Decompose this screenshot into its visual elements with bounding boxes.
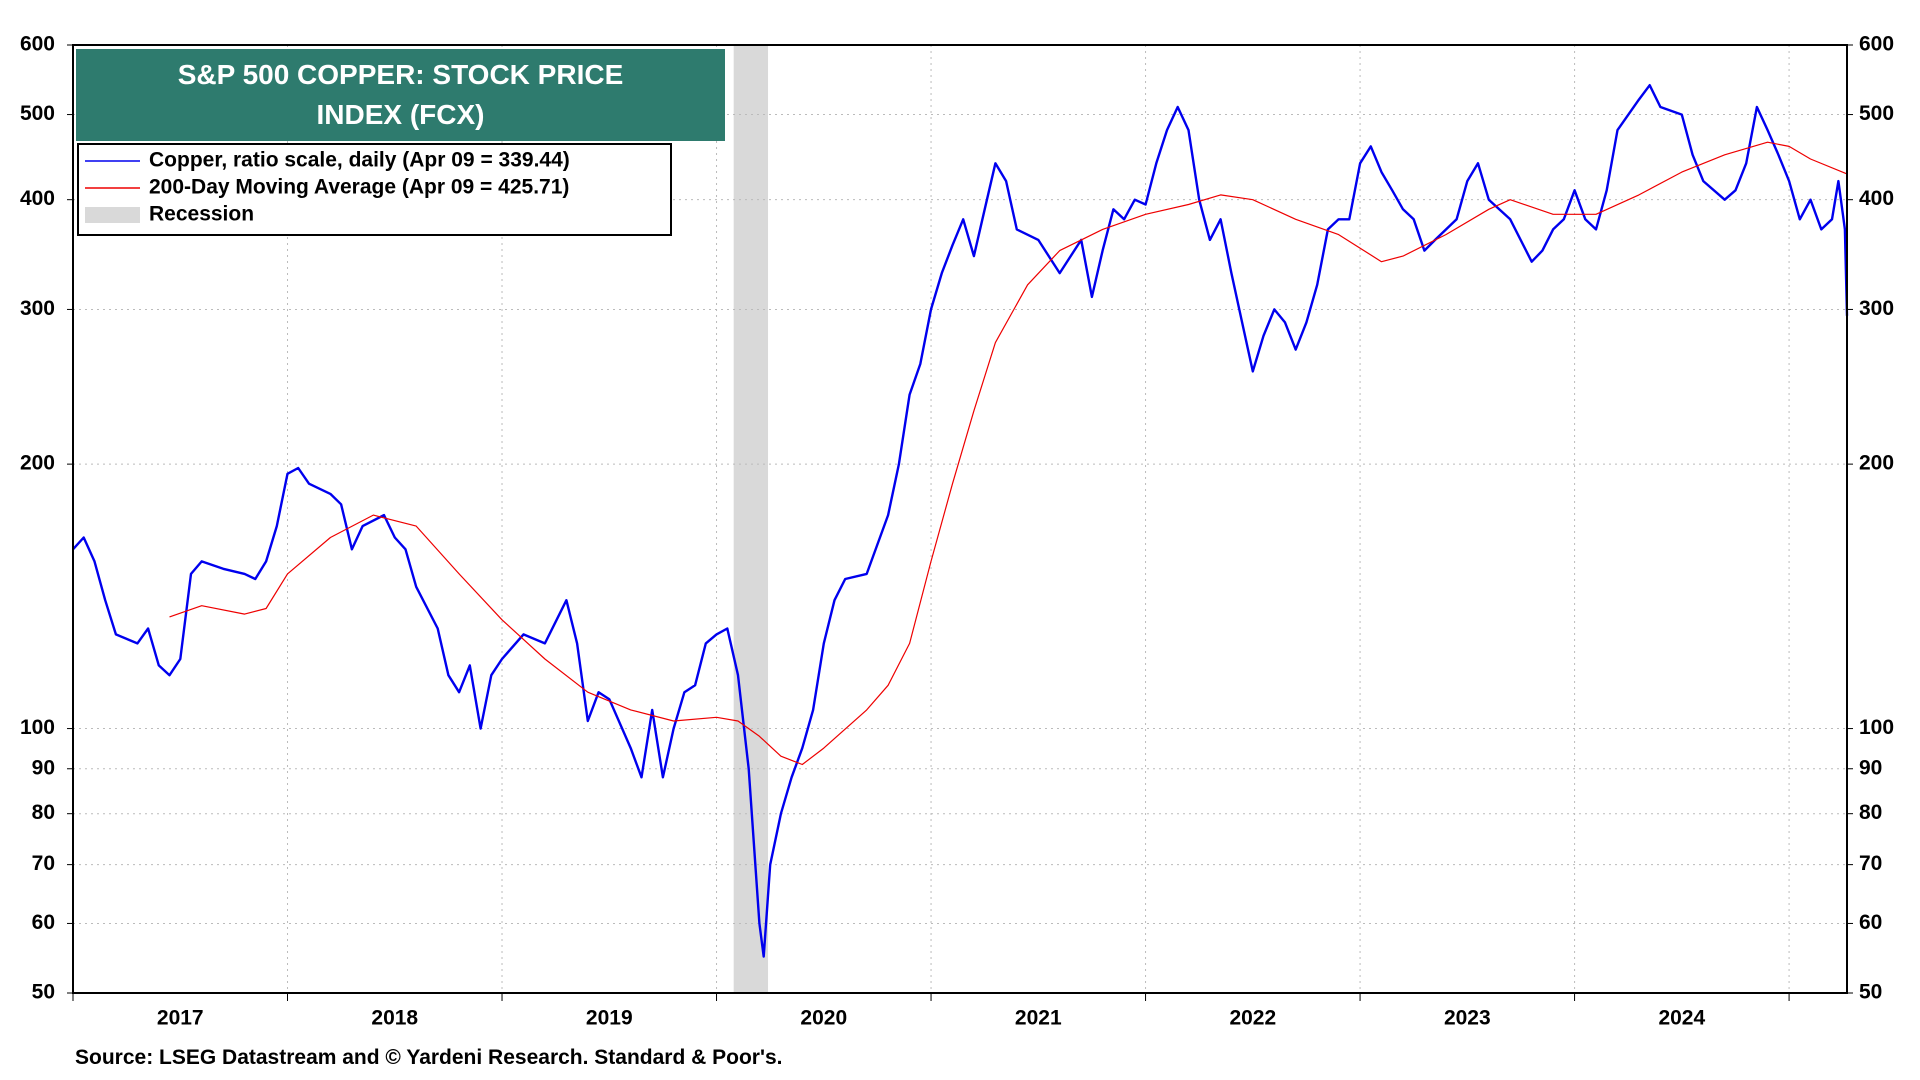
x-tick-label: 2024 — [1658, 1007, 1705, 1030]
plot-frame — [72, 44, 1848, 994]
y-tick-label: 500 — [20, 102, 55, 125]
recession-band — [733, 45, 769, 993]
y2-tick-label: 80 — [1859, 801, 1882, 824]
y-tick-label: 400 — [20, 187, 55, 210]
legend-box — [77, 143, 672, 236]
x-tick-label: 2023 — [1444, 1007, 1491, 1030]
x-tick-label: 2017 — [157, 1007, 204, 1030]
y2-tick-label: 90 — [1859, 756, 1882, 779]
y-tick-label: 60 — [32, 911, 55, 934]
x-tick-label: 2021 — [1015, 1007, 1062, 1030]
y2-tick-label: 70 — [1859, 852, 1882, 875]
series-line — [72, 84, 1849, 958]
y2-tick-label: 60 — [1859, 911, 1882, 934]
x-tick-label: 2020 — [800, 1007, 847, 1030]
y-tick-label: 80 — [32, 801, 55, 824]
y2-tick-label: 300 — [1859, 297, 1894, 320]
y-tick-label: 300 — [20, 297, 55, 320]
y2-tick-label: 600 — [1859, 33, 1894, 56]
legend-swatch — [85, 207, 140, 223]
source-note: Source: LSEG Datastream and © Yardeni Re… — [75, 1046, 783, 1069]
y2-tick-label: 500 — [1859, 102, 1894, 125]
chart-title: S&P 500 COPPER: STOCK PRICE INDEX (FCX) — [76, 49, 725, 141]
y-tick-label: 600 — [20, 33, 55, 56]
y2-tick-label: 50 — [1859, 981, 1882, 1004]
series-line — [169, 141, 1848, 766]
y2-tick-label: 100 — [1859, 716, 1894, 739]
y-tick-label: 200 — [20, 452, 55, 475]
y-tick-label: 100 — [20, 716, 55, 739]
y2-tick-label: 400 — [1859, 187, 1894, 210]
legend-label: Copper, ratio scale, daily (Apr 09 = 339… — [149, 149, 570, 172]
legend-label: 200-Day Moving Average (Apr 09 = 425.71) — [149, 176, 569, 199]
y2-tick-label: 200 — [1859, 452, 1894, 475]
y-tick-label: 50 — [32, 981, 55, 1004]
x-tick-label: 2018 — [371, 1007, 418, 1030]
legend-label: Recession — [149, 203, 254, 226]
y-tick-label: 90 — [32, 756, 55, 779]
x-tick-label: 2022 — [1229, 1007, 1276, 1030]
x-tick-label: 2019 — [586, 1007, 633, 1030]
y-tick-label: 70 — [32, 852, 55, 875]
